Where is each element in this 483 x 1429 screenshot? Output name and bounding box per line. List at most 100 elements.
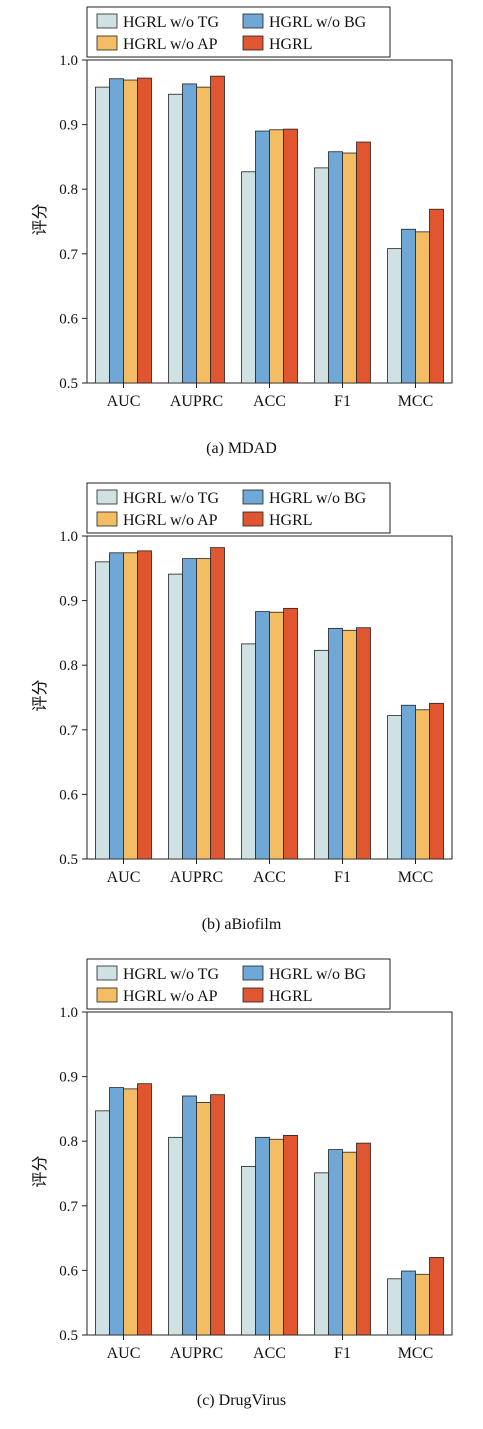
bar [137, 550, 152, 860]
bar [123, 79, 138, 384]
x-tick-label: ACC [253, 1345, 286, 1362]
bar [328, 627, 343, 860]
bar [137, 77, 152, 384]
bar [387, 1278, 402, 1336]
bar [196, 558, 211, 860]
legend-label: HGRL w/o AP [123, 36, 218, 53]
bar [123, 1088, 138, 1336]
bar [168, 1136, 183, 1336]
x-tick-label: AUPRC [170, 869, 223, 886]
x-tick-label: MCC [398, 869, 434, 886]
bar [429, 1257, 444, 1336]
y-tick-label: 1.0 [59, 53, 78, 69]
bar [401, 704, 416, 860]
y-tick-label: 0.6 [59, 787, 78, 803]
y-axis-label: 评分 [31, 1155, 49, 1187]
legend-swatch [242, 35, 264, 51]
y-tick-label: 0.7 [59, 1199, 78, 1215]
legend-label: HGRL w/o AP [123, 512, 218, 529]
y-tick-label: 0.5 [59, 852, 78, 868]
bar [182, 1095, 197, 1336]
bar [241, 171, 256, 384]
y-axis-label: 评分 [31, 203, 49, 235]
legend-label: HGRL w/o AP [123, 988, 218, 1005]
legend-label: HGRL w/o TG [123, 14, 219, 31]
bar [210, 75, 225, 384]
legend: HGRL w/o TG HGRL w/o BG HGRL w/o AP HGRL [86, 6, 391, 58]
y-tick-label: 1.0 [59, 529, 78, 545]
bar [168, 573, 183, 860]
legend-swatch [96, 965, 118, 981]
bar [356, 627, 371, 860]
x-tick-label: F1 [334, 393, 351, 410]
y-tick-label: 0.9 [59, 1070, 78, 1086]
bar [95, 86, 110, 384]
legend-swatch [242, 987, 264, 1003]
y-tick-label: 0.6 [59, 1263, 78, 1279]
legend-swatch [96, 489, 118, 505]
y-tick-label: 0.8 [59, 182, 78, 198]
bar [210, 547, 225, 860]
bar [95, 561, 110, 860]
bar [123, 552, 138, 860]
x-tick-label: MCC [398, 393, 434, 410]
bar [269, 129, 284, 384]
bar [95, 1110, 110, 1336]
bar [109, 78, 124, 384]
legend-swatch [96, 511, 118, 527]
y-tick-label: 0.9 [59, 118, 78, 134]
legend: HGRL w/o TG HGRL w/o BG HGRL w/o AP HGRL [86, 482, 391, 534]
bar [255, 611, 270, 860]
legend-label: HGRL w/o BG [269, 966, 367, 983]
bar [269, 611, 284, 860]
legend-swatch [96, 13, 118, 29]
legend-label: HGRL w/o BG [269, 490, 367, 507]
legend-label: HGRL w/o BG [269, 14, 367, 31]
y-tick-label: 0.5 [59, 376, 78, 392]
bar [182, 558, 197, 860]
bar [255, 1136, 270, 1336]
bar [429, 702, 444, 860]
bar [109, 1087, 124, 1336]
x-tick-label: AUC [107, 393, 141, 410]
bar [415, 1273, 430, 1336]
chart-caption: (a) MDAD [206, 440, 277, 457]
x-tick-label: F1 [334, 869, 351, 886]
legend-swatch [242, 489, 264, 505]
legend-swatch [96, 987, 118, 1003]
bar [314, 167, 329, 384]
bar [210, 1094, 225, 1336]
bar [314, 649, 329, 860]
bar [137, 1083, 152, 1336]
bar [283, 607, 298, 860]
y-tick-label: 0.6 [59, 311, 78, 327]
bar [255, 130, 270, 384]
bar [387, 248, 402, 384]
bar [241, 1165, 256, 1336]
x-tick-label: F1 [334, 1345, 351, 1362]
bar [269, 1138, 284, 1336]
legend-label: HGRL [269, 512, 313, 529]
legend-label: HGRL w/o TG [123, 966, 219, 983]
chart-caption: (b) aBiofilm [201, 916, 282, 933]
chart-svg: 0.5 0.6 0.7 0.8 0.9 1.0 评分 AUC AUPRC ACC F1 MCC HGRL… [31, 482, 453, 886]
legend-swatch [96, 35, 118, 51]
bar [342, 152, 357, 384]
legend-label: HGRL [269, 988, 313, 1005]
legend-label: HGRL w/o TG [123, 490, 219, 507]
bar [196, 86, 211, 384]
chart-svg: 0.5 0.6 0.7 0.8 0.9 1.0 评分 AUC AUPRC ACC F1 MCC HGRL… [31, 6, 453, 410]
chart-panel-abiofilm: 0.5 0.6 0.7 0.8 0.9 1.0 评分 AUC AUPRC ACC F1 MCC HGRL… [0, 476, 483, 952]
legend-box [86, 6, 391, 58]
bar [387, 715, 402, 860]
legend-swatch [242, 511, 264, 527]
chart-caption: (c) DrugVirus [196, 1392, 287, 1409]
bar [356, 141, 371, 384]
bar [168, 93, 183, 384]
x-tick-label: ACC [253, 393, 286, 410]
y-axis-label: 评分 [31, 679, 49, 711]
bar [283, 1134, 298, 1336]
chart-panel-mdad: 0.5 0.6 0.7 0.8 0.9 1.0 评分 AUC AUPRC ACC F1 MCC HGRL… [0, 0, 483, 476]
bar [241, 643, 256, 860]
x-tick-label: MCC [398, 1345, 434, 1362]
